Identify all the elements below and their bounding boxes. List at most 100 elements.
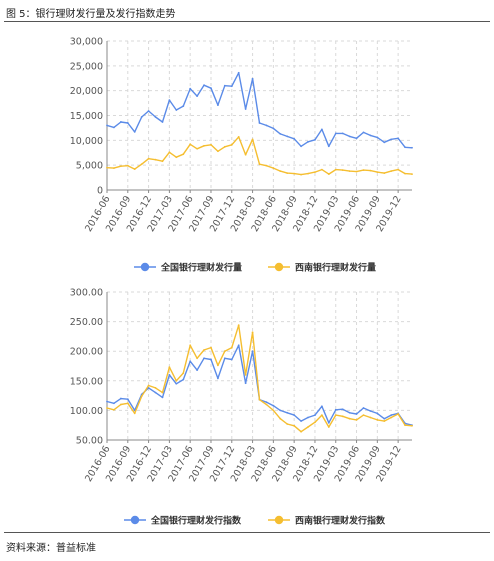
legend-marker-national: [140, 262, 150, 272]
data-point-national: [113, 126, 115, 129]
data-point-southwest: [244, 153, 247, 156]
data-point-national: [272, 127, 275, 130]
data-point-southwest: [355, 170, 358, 173]
data-point-southwest: [168, 151, 171, 154]
legend-label-national: 全国银行理财发行指数: [150, 515, 242, 527]
data-point-southwest: [258, 398, 261, 401]
data-point-southwest: [223, 145, 226, 148]
data-point-national: [314, 414, 316, 417]
data-point-southwest: [217, 364, 219, 367]
legend-marker-southwest: [274, 515, 284, 525]
data-point-national: [348, 135, 351, 138]
data-point-southwest: [411, 173, 413, 176]
data-point-southwest: [258, 163, 261, 166]
data-point-national: [348, 411, 351, 414]
data-point-southwest: [161, 391, 164, 394]
data-point-southwest: [196, 357, 199, 360]
y-tick-label: 30,000: [70, 37, 103, 48]
data-point-southwest: [237, 324, 240, 327]
data-point-national: [154, 116, 157, 118]
y-tick-label: 150.00: [70, 376, 103, 387]
data-point-southwest: [106, 166, 108, 169]
data-point-southwest: [390, 170, 393, 173]
data-point-southwest: [244, 373, 247, 376]
data-point-national: [196, 95, 199, 98]
data-point-national: [223, 84, 226, 87]
data-point-southwest: [237, 135, 240, 138]
y-tick-label: 0: [97, 186, 103, 197]
data-point-southwest: [175, 156, 178, 159]
issuance-volume-chart: 05,00010,00015,00020,00025,00030,0002016…: [70, 37, 413, 274]
data-point-southwest: [404, 172, 406, 175]
data-point-national: [203, 357, 205, 360]
data-point-southwest: [119, 165, 122, 168]
data-point-national: [251, 350, 254, 353]
data-point-southwest: [113, 167, 115, 170]
y-tick-label: 200.00: [70, 347, 103, 358]
data-point-southwest: [126, 164, 129, 167]
data-point-southwest: [133, 412, 136, 415]
data-point-national: [230, 358, 233, 361]
data-point-national: [133, 130, 136, 133]
series-line-southwest: [106, 136, 413, 176]
data-point-southwest: [320, 414, 323, 417]
data-point-national: [404, 146, 406, 149]
data-point-national: [300, 420, 302, 422]
data-point-national: [189, 87, 192, 90]
data-point-southwest: [279, 170, 282, 173]
data-point-national: [286, 135, 289, 138]
data-point-national: [307, 416, 309, 419]
data-point-southwest: [251, 331, 254, 334]
data-point-national: [293, 137, 296, 140]
data-point-national: [210, 358, 212, 361]
data-point-national: [175, 109, 178, 111]
data-point-national: [272, 404, 275, 407]
data-point-southwest: [307, 426, 309, 428]
data-point-national: [300, 145, 302, 148]
data-point-southwest: [265, 403, 268, 406]
data-point-southwest: [334, 414, 337, 417]
data-point-national: [411, 146, 413, 149]
data-point-national: [161, 121, 164, 123]
figure-source: 资料来源：普益标准: [6, 543, 96, 554]
data-point-southwest: [362, 414, 365, 417]
data-point-southwest: [369, 169, 372, 172]
data-point-southwest: [154, 387, 157, 389]
data-point-southwest: [147, 157, 150, 160]
data-point-southwest: [265, 164, 268, 167]
y-tick-label: 300.00: [70, 288, 103, 299]
data-point-national: [106, 400, 108, 403]
data-point-southwest: [341, 169, 344, 172]
data-point-national: [383, 141, 386, 144]
data-point-national: [341, 408, 344, 411]
data-point-southwest: [369, 416, 372, 419]
data-point-southwest: [300, 430, 302, 433]
data-point-national: [251, 77, 254, 80]
data-point-national: [244, 382, 247, 385]
data-point-southwest: [196, 147, 199, 150]
data-point-southwest: [203, 349, 205, 351]
y-tick-label: 250.00: [70, 317, 103, 328]
data-point-southwest: [314, 421, 316, 424]
data-point-national: [334, 408, 337, 411]
data-point-southwest: [189, 344, 192, 347]
figure-title: 图 5：银行理财发行量及发行指数走势: [6, 9, 176, 20]
data-point-national: [147, 110, 150, 112]
data-point-southwest: [230, 143, 233, 146]
data-point-national: [286, 411, 289, 414]
data-point-southwest: [293, 172, 296, 175]
series-line-national: [106, 72, 413, 149]
data-point-national: [237, 344, 240, 347]
data-point-southwest: [182, 153, 185, 156]
data-point-national: [168, 373, 171, 376]
issuance-index-chart: 50.00100.00150.00200.00250.00300.002016-…: [70, 288, 413, 527]
data-point-national: [314, 138, 316, 141]
legend-label-national: 全国银行理财发行量: [160, 262, 242, 274]
data-point-southwest: [251, 138, 254, 141]
y-tick-label: 20,000: [70, 86, 103, 97]
data-point-national: [126, 398, 129, 401]
data-point-southwest: [286, 423, 289, 425]
data-point-national: [362, 407, 365, 409]
data-point-national: [126, 122, 129, 124]
data-point-southwest: [376, 418, 379, 421]
